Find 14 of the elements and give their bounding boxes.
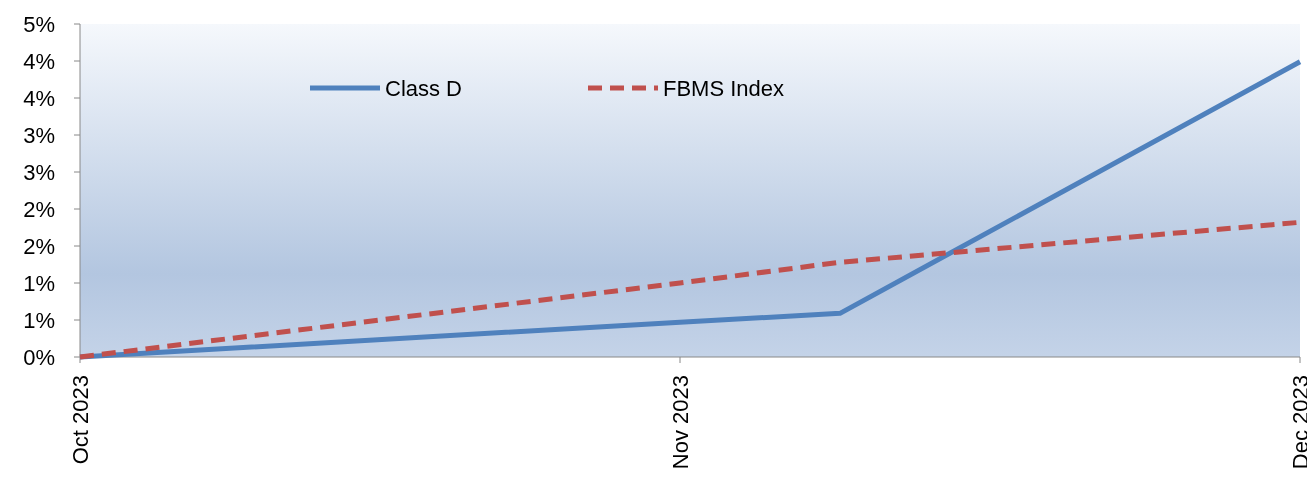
y-tick-label: 3%	[23, 159, 55, 185]
y-tick-label: 3%	[23, 122, 55, 148]
y-tick-label: 0%	[23, 344, 55, 370]
y-tick-label: 1%	[23, 270, 55, 296]
y-tick-label: 4%	[23, 85, 55, 111]
legend-label: Class D	[385, 75, 463, 101]
y-tick-label: 4%	[23, 48, 55, 74]
y-tick-label: 2%	[23, 196, 55, 222]
y-tick-label: 5%	[23, 11, 55, 37]
y-tick-label: 1%	[23, 307, 55, 333]
y-tick-label: 2%	[23, 233, 55, 259]
x-tick-label: Oct 2023	[68, 375, 93, 465]
x-tick-label: Nov 2023	[668, 375, 693, 470]
legend-label: FBMS Index	[663, 75, 785, 101]
